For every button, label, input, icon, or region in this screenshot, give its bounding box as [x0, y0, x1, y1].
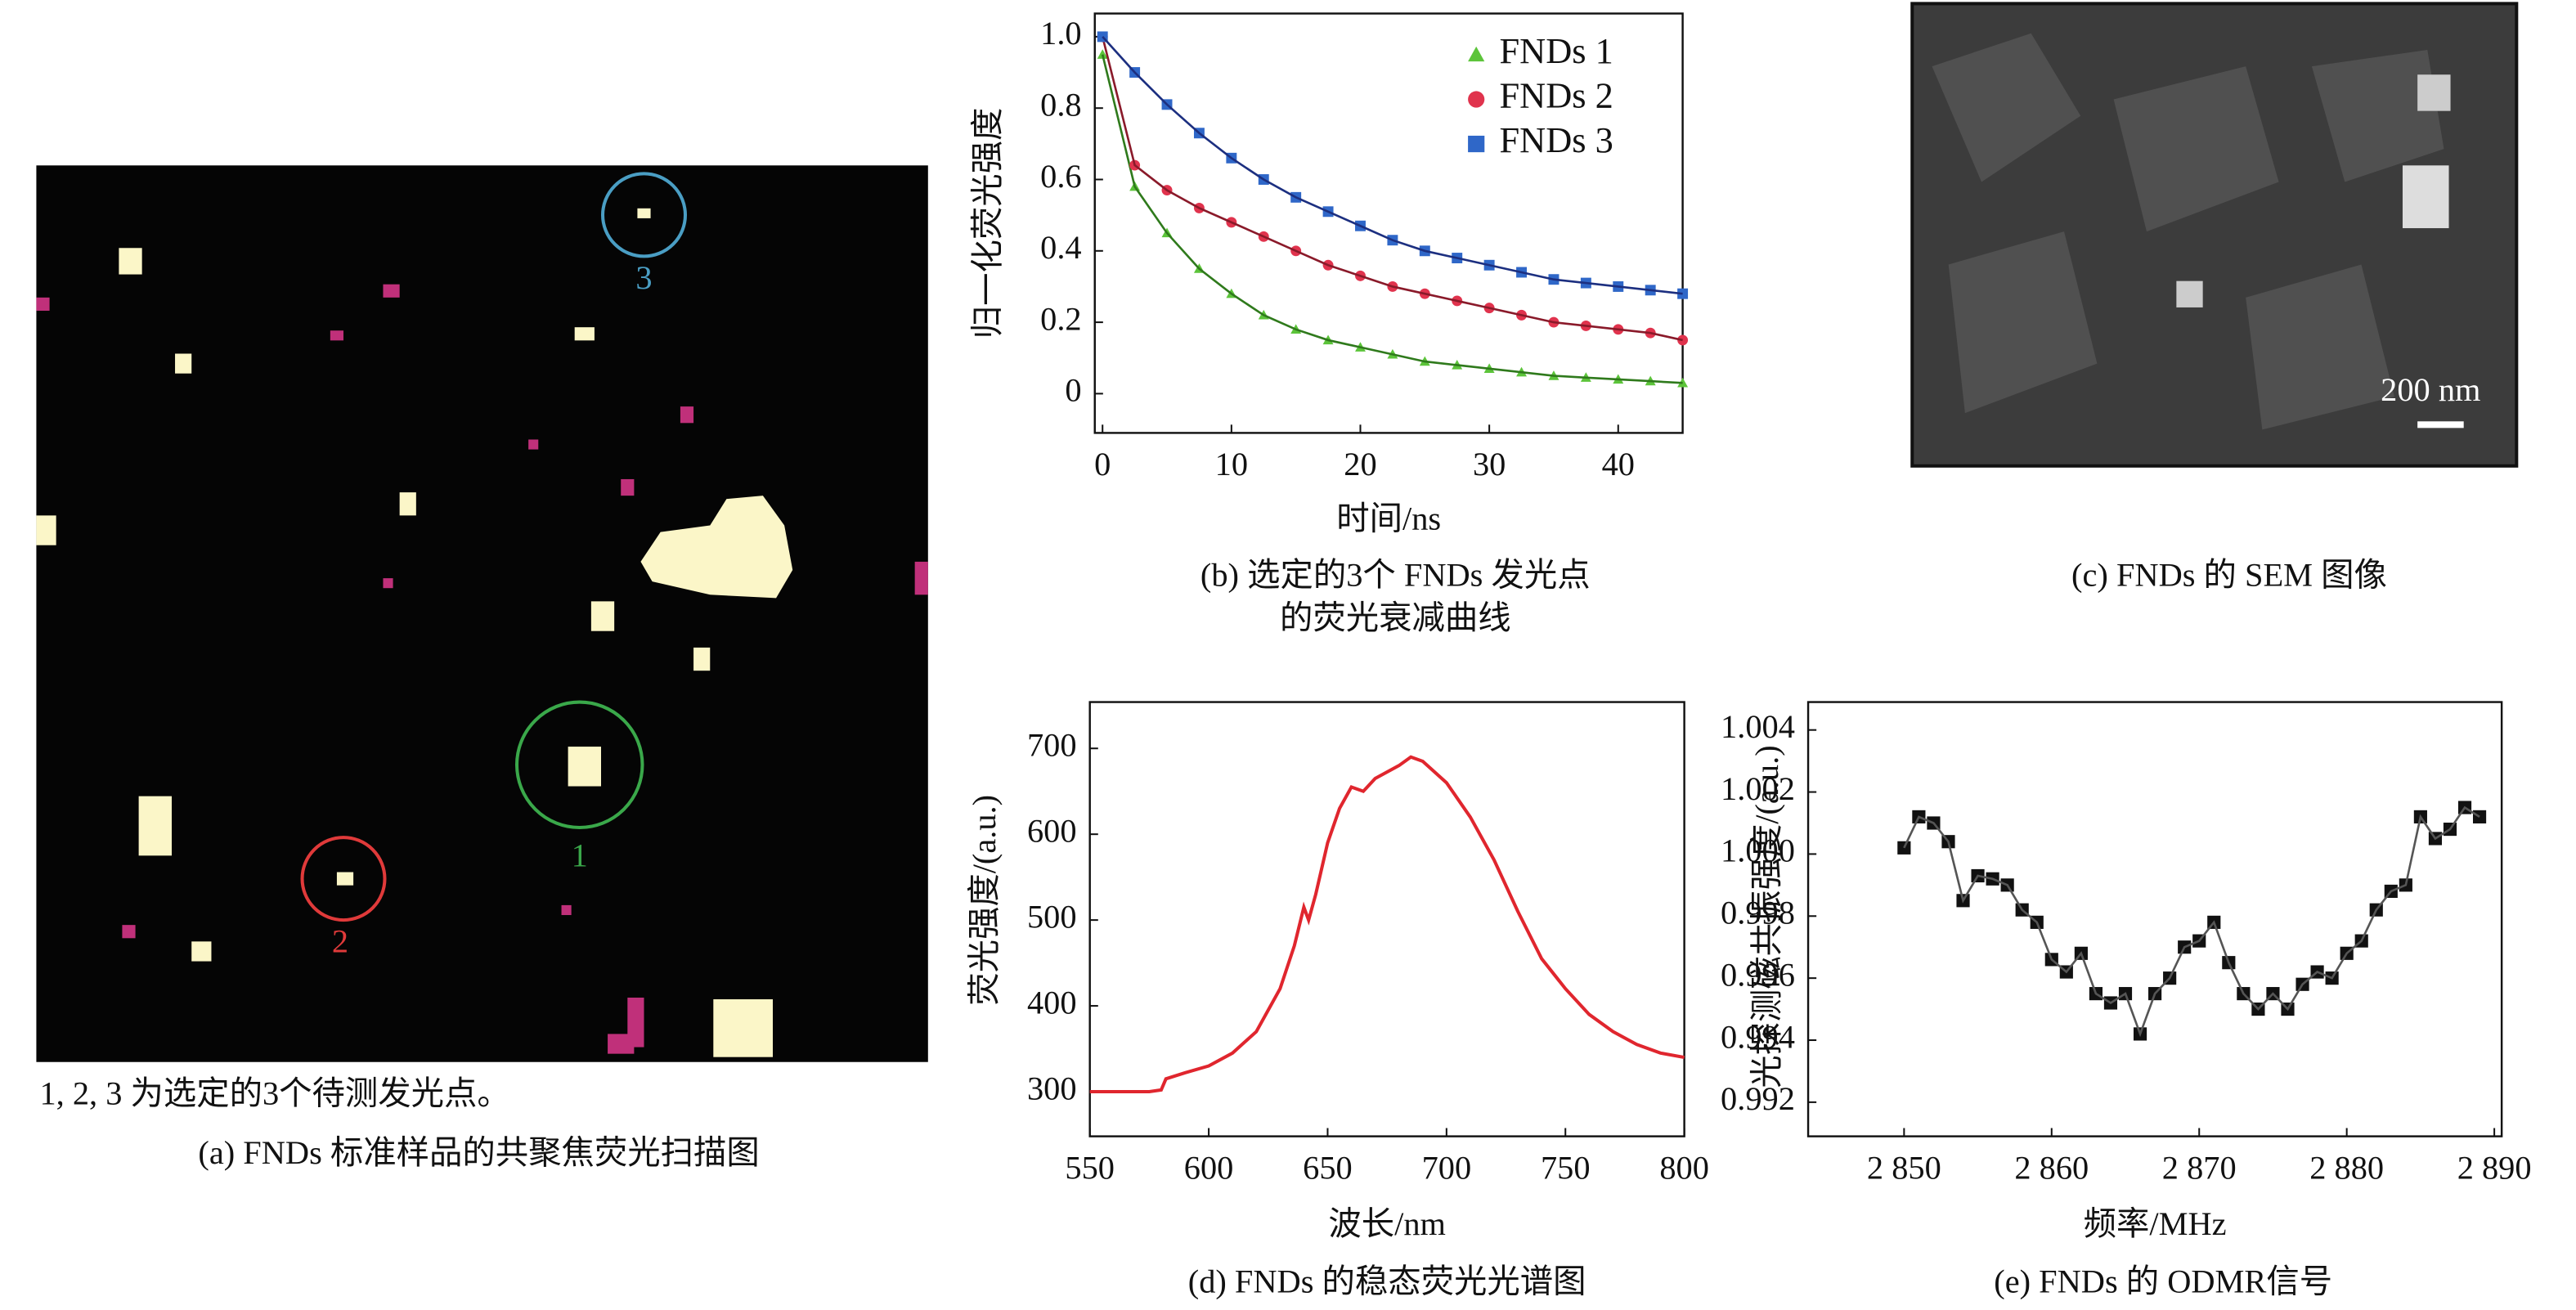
marker-circle — [601, 172, 687, 258]
y-tick-label: 0.4 — [1040, 229, 1081, 266]
y-tick-label: 0 — [1065, 372, 1081, 409]
y-tick-label: 1.0 — [1040, 15, 1081, 52]
x-tick-label: 2 880 — [2309, 1149, 2384, 1186]
marker-label: 1 — [572, 837, 588, 874]
x-tick-label: 750 — [1541, 1149, 1591, 1186]
x-tick-label: 20 — [1344, 446, 1376, 482]
legend-label: FNDs 3 — [1499, 119, 1613, 160]
y-tick-label: 500 — [1027, 898, 1077, 935]
y-tick-label: 0.994 — [1721, 1018, 1795, 1055]
y-axis-label: 光探测磁共振强度/(a.u.) — [1748, 745, 1785, 1088]
legend-label: FNDs 1 — [1499, 30, 1613, 71]
caption: (c) FNDs 的 SEM 图像 — [2071, 556, 2387, 593]
sem-texture — [1932, 33, 2444, 430]
x-axis-label: 时间/ns — [1336, 500, 1441, 537]
data-line — [1101, 36, 1683, 342]
marker — [1097, 49, 1108, 59]
x-tick-label: 650 — [1303, 1149, 1353, 1186]
caption: (e) FNDs 的 ODMR信号 — [1994, 1263, 2332, 1300]
spots — [36, 208, 793, 1057]
y-tick-label: 1.004 — [1721, 708, 1795, 745]
y-tick-label: 0.996 — [1721, 956, 1795, 993]
y-tick-label: 0.6 — [1040, 158, 1081, 195]
y-tick-label: 0.8 — [1040, 86, 1081, 123]
marker — [1677, 288, 1689, 299]
x-tick-label: 40 — [1602, 446, 1635, 482]
y-tick-label: 1.002 — [1721, 770, 1795, 807]
x-tick-label: 2 860 — [2014, 1149, 2089, 1186]
sem-image: 200 nm (c) FNDs 的 SEM 图像 — [1910, 2, 2519, 593]
scale-bar — [2417, 421, 2464, 428]
x-tick-label: 2 890 — [2457, 1149, 2532, 1186]
marker-label: 3 — [635, 259, 652, 296]
sem-particle — [2402, 165, 2449, 229]
caption: (b) 选定的3个 FNDs 发光点 — [1200, 556, 1591, 593]
x-tick-label: 700 — [1422, 1149, 1472, 1186]
y-tick-label: 300 — [1027, 1070, 1077, 1106]
x-tick-label: 550 — [1065, 1149, 1115, 1186]
plot-frame — [1093, 12, 1684, 434]
x-tick-label: 600 — [1184, 1149, 1234, 1186]
plot-frame — [1806, 701, 2503, 1137]
legend-marker — [1468, 46, 1485, 62]
marker-circle — [515, 700, 644, 830]
caption: 的荧光衰减曲线 — [1280, 599, 1511, 636]
sem-particle — [2417, 74, 2451, 111]
y-tick-label: 600 — [1027, 812, 1077, 849]
legend-marker — [1468, 91, 1485, 108]
legend-label: FNDs 2 — [1499, 75, 1613, 116]
plot-frame — [1088, 701, 1685, 1137]
caption: (d) FNDs 的稳态荧光光谱图 — [1188, 1263, 1586, 1300]
marker-label: 2 — [332, 923, 348, 960]
data-line — [1102, 36, 1683, 295]
scale-bar-label: 200 nm — [2381, 371, 2480, 408]
y-tick-label: 400 — [1027, 984, 1077, 1021]
x-tick-label: 0 — [1094, 446, 1111, 482]
scan-background — [36, 165, 928, 1062]
data-line — [1101, 54, 1683, 384]
data-line — [1089, 755, 1685, 1094]
note: 1, 2, 3 为选定的3个待测发光点。 — [39, 1074, 509, 1111]
y-tick-label: 0.998 — [1721, 895, 1795, 931]
spots-dim — [36, 284, 928, 1054]
y-tick-label: 0.2 — [1040, 300, 1081, 337]
legend-marker — [1468, 135, 1485, 153]
x-tick-label: 800 — [1659, 1149, 1709, 1186]
caption: (a) FNDs 标准样品的共聚焦荧光扫描图 — [198, 1134, 759, 1171]
marker — [1897, 841, 1911, 855]
x-tick-label: 2 850 — [1867, 1149, 1941, 1186]
y-tick-label: 0.992 — [1721, 1080, 1795, 1117]
data-line — [1903, 805, 2480, 1038]
x-tick-label: 2 870 — [2162, 1149, 2237, 1186]
marker-circle — [300, 836, 387, 922]
y-tick-label: 1.000 — [1721, 832, 1795, 869]
x-axis-label: 频率/MHz — [2084, 1205, 2227, 1242]
x-tick-label: 30 — [1473, 446, 1506, 482]
y-tick-label: 700 — [1027, 726, 1077, 763]
y-axis-label: 归一化荧光强度 — [969, 108, 1006, 339]
x-axis-label: 波长/nm — [1328, 1205, 1446, 1242]
x-tick-label: 10 — [1215, 446, 1248, 482]
scan-image: 1 2 3 1, 2, 3 为选定的3个待测发光点。 (a) FNDs 标准样品… — [36, 165, 928, 1171]
y-axis-label: 荧光强度/(a.u.) — [966, 795, 1003, 1006]
sem-particle — [2176, 280, 2203, 307]
